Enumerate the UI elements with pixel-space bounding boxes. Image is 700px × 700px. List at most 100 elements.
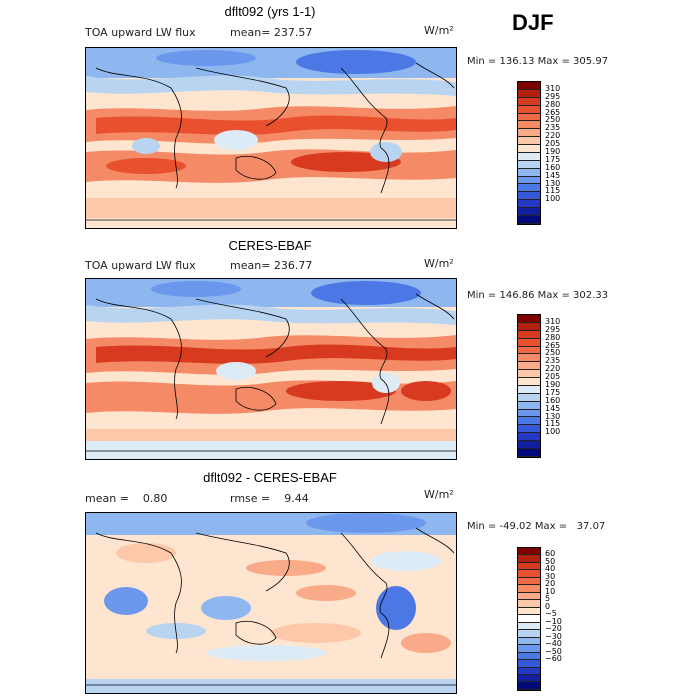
panel-3-units: W/m² <box>424 488 454 501</box>
colorbar-swatch <box>518 215 540 224</box>
colorbar-tick-label: 310 <box>545 83 561 93</box>
colorbar-tick-label: 100 <box>545 194 561 204</box>
panel-2-minmax: Min = 146.86 Max = 302.33 <box>467 290 609 301</box>
colorbar-swatch <box>518 667 540 675</box>
panel-1-units: W/m² <box>424 24 454 37</box>
colorbar-tick-label: −5 <box>545 609 557 619</box>
colorbar-tick-label: 160 <box>545 395 561 405</box>
colorbar-swatch <box>518 645 540 653</box>
colorbar-swatch <box>518 448 540 457</box>
colorbar-tick-label: 115 <box>545 186 561 196</box>
colorbar-swatch <box>518 322 540 331</box>
colorbar-tick-label: 175 <box>545 387 561 397</box>
colorbar-swatch <box>518 378 540 386</box>
colorbar-swatch <box>518 129 540 138</box>
colorbar-tick-label: 50 <box>545 556 556 566</box>
panel-3-title: dflt092 - CERES-EBAF <box>203 470 337 485</box>
colorbar-tick-label: 295 <box>545 91 561 101</box>
panel-2-variable-label: TOA upward LW flux <box>85 259 196 272</box>
panel-3-minmax: Min = -49.02 Max = 37.07 <box>467 521 606 532</box>
colorbar-swatch <box>518 585 540 593</box>
colorbar-swatch <box>518 160 540 169</box>
colorbar-swatch <box>518 441 540 449</box>
panel-1-colorbar <box>517 81 541 225</box>
colorbar-swatch <box>518 409 540 418</box>
colorbar-swatch <box>518 354 540 363</box>
colorbar-tick-label: 205 <box>545 139 561 149</box>
colorbar-tick-label: 190 <box>545 380 561 389</box>
colorbar-tick-label: 265 <box>545 340 561 350</box>
colorbar-swatch <box>518 89 540 98</box>
colorbar-swatch <box>518 145 540 153</box>
colorbar-tick-label: 310 <box>545 316 561 326</box>
colorbar-tick-label: 20 <box>545 579 556 589</box>
panel-2-mean-label: mean= 236.77 <box>230 259 313 272</box>
colorbar-tick-label: 60 <box>545 549 556 559</box>
colorbar-tick-label: 220 <box>545 364 561 374</box>
season-label: DJF <box>512 10 554 35</box>
colorbar-tick-label: 0 <box>545 601 551 611</box>
panel-2-map-field <box>86 279 456 459</box>
colorbar-swatch <box>518 592 540 601</box>
panel-3-map <box>85 512 457 694</box>
colorbar-tick-label: 5 <box>545 594 551 604</box>
colorbar-tick-label: 145 <box>545 403 561 413</box>
colorbar-swatch <box>518 137 540 145</box>
colorbar-swatch <box>518 121 540 130</box>
colorbar-swatch <box>518 637 540 646</box>
colorbar-swatch <box>518 674 540 683</box>
colorbar-tick-label: 265 <box>545 107 561 117</box>
colorbar-tick-label: −60 <box>545 654 562 664</box>
panel-2-title: CERES-EBAF <box>228 238 312 253</box>
colorbar-tick-label: −40 <box>545 639 562 649</box>
colorbar-swatch <box>518 97 540 106</box>
colorbar-swatch <box>518 385 540 394</box>
colorbar-swatch <box>518 338 540 347</box>
colorbar-tick-label: 130 <box>545 178 561 188</box>
colorbar-swatch <box>518 168 540 177</box>
colorbar-tick-label: 115 <box>545 419 561 429</box>
colorbar-tick-label: −50 <box>545 646 562 656</box>
colorbar-swatch <box>518 184 540 193</box>
colorbar-swatch <box>518 425 540 434</box>
colorbar-tick-label: 295 <box>545 324 561 334</box>
colorbar-swatch <box>518 600 540 608</box>
colorbar-tick-label: −10 <box>545 616 562 626</box>
colorbar-swatch <box>518 370 540 378</box>
colorbar-tick-label: 235 <box>545 356 561 366</box>
colorbar-swatch <box>518 152 540 161</box>
colorbar-swatch <box>518 417 540 426</box>
panel-1-variable-label: TOA upward LW flux <box>85 26 196 39</box>
colorbar-swatch <box>518 555 540 563</box>
colorbar-swatch <box>518 105 540 114</box>
colorbar-swatch <box>518 346 540 355</box>
colorbar-swatch <box>518 208 540 216</box>
colorbar-swatch <box>518 570 540 578</box>
colorbar-tick-label: 250 <box>545 115 561 125</box>
colorbar-swatch <box>518 200 540 208</box>
colorbar-tick-label: 235 <box>545 123 561 133</box>
colorbar-swatch <box>518 393 540 402</box>
colorbar-tick-label: 30 <box>545 571 556 581</box>
colorbar-tick-label: −20 <box>545 624 562 634</box>
colorbar-swatch <box>518 607 540 616</box>
colorbar-tick-label: 190 <box>545 147 561 156</box>
panel-2-colorbar <box>517 314 541 458</box>
colorbar-swatch <box>518 622 540 631</box>
colorbar-swatch <box>518 577 540 586</box>
colorbar-tick-label: 220 <box>545 131 561 141</box>
colorbar-swatch <box>518 548 540 556</box>
colorbar-swatch <box>518 630 540 638</box>
colorbar-swatch <box>518 315 540 323</box>
colorbar-tick-label: 160 <box>545 162 561 172</box>
colorbar-swatch <box>518 562 540 571</box>
panel-1-title: dflt092 (yrs 1-1) <box>224 4 316 19</box>
colorbar-tick-label: 280 <box>545 99 561 109</box>
colorbar-swatch <box>518 660 540 668</box>
colorbar-swatch <box>518 192 540 201</box>
colorbar-swatch <box>518 176 540 185</box>
colorbar-tick-label: −30 <box>545 631 562 641</box>
colorbar-tick-label: 145 <box>545 170 561 180</box>
panel-1-mean-label: mean= 237.57 <box>230 26 313 39</box>
colorbar-tick-label: 10 <box>545 586 556 596</box>
